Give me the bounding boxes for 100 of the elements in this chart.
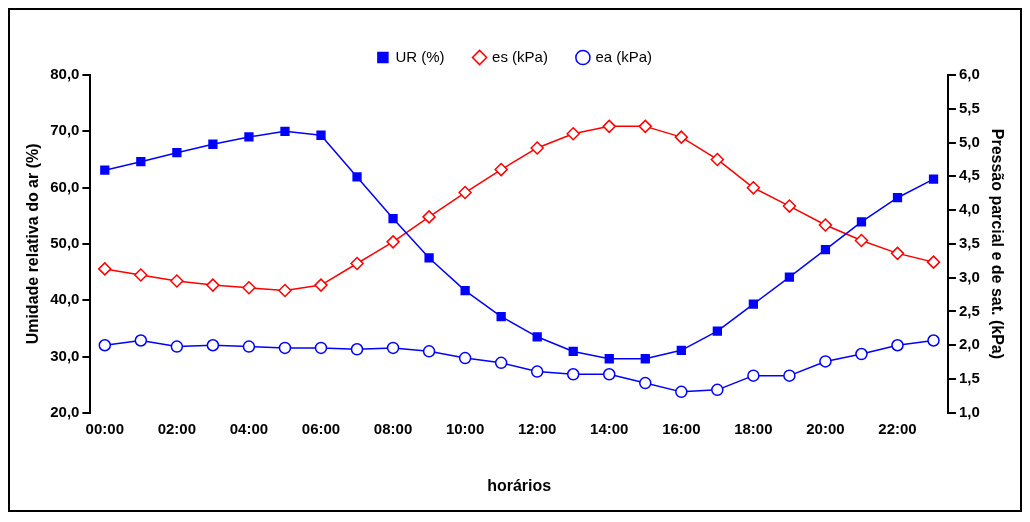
point (352, 172, 362, 182)
point (639, 376, 652, 390)
point (458, 185, 472, 200)
x-tick-label: 14:00 (590, 419, 629, 437)
y2-tick-label: 6,0 (958, 65, 980, 83)
x-tick-label: 10:00 (445, 419, 485, 437)
point (458, 351, 472, 365)
point (892, 193, 903, 203)
point (280, 126, 290, 136)
point (530, 141, 544, 155)
y-tick-label: 60,0 (50, 177, 80, 195)
point (710, 152, 725, 167)
point (242, 340, 256, 353)
y2-tick-label: 4,0 (958, 200, 980, 218)
point (604, 354, 614, 364)
point (602, 119, 616, 134)
point (134, 268, 148, 282)
point (496, 311, 506, 322)
point (460, 285, 470, 296)
point (711, 383, 724, 397)
y2-tick-label: 5,5 (958, 98, 980, 116)
y-tick-label: 20,0 (50, 402, 80, 420)
y2-tick-label: 2,5 (958, 301, 980, 319)
point (314, 278, 328, 292)
point (208, 139, 218, 149)
x-tick-label: 00:00 (85, 419, 124, 437)
y-tick-label: 50,0 (50, 234, 80, 252)
y2-tick-label: 2,0 (958, 335, 980, 353)
x-tick-label: 02:00 (157, 419, 197, 437)
point (98, 262, 112, 276)
point (386, 235, 400, 249)
y-axis-title: Umidade relativa do ar (%) (24, 143, 42, 345)
point (640, 354, 650, 364)
point (494, 356, 508, 370)
point (819, 355, 832, 368)
point (422, 210, 436, 224)
point (890, 246, 905, 261)
point (494, 162, 508, 177)
point (350, 256, 364, 271)
point (388, 213, 398, 224)
point (532, 332, 542, 342)
point (422, 345, 436, 358)
point (316, 130, 326, 140)
point (242, 281, 256, 295)
point (568, 346, 578, 357)
point (314, 341, 328, 355)
x-axis-title: horários (487, 476, 552, 494)
x-tick-label: 08:00 (373, 419, 413, 437)
point (566, 127, 580, 141)
point (350, 343, 364, 356)
y-tick-label: 30,0 (50, 346, 80, 364)
point (530, 365, 544, 378)
point (136, 157, 146, 167)
point (675, 385, 688, 399)
y-tick-label: 70,0 (50, 121, 80, 139)
point (674, 130, 689, 144)
point (818, 218, 833, 232)
x-tick-label: 12:00 (518, 419, 557, 437)
point (278, 283, 292, 298)
point (170, 274, 184, 288)
y2-tick-label: 3,0 (958, 267, 980, 285)
point (747, 369, 760, 382)
y2-tick-label: 4,5 (958, 166, 980, 184)
point (638, 119, 653, 134)
point (712, 326, 722, 336)
y2-tick-label: 5,0 (958, 132, 980, 150)
point (603, 368, 616, 381)
point (244, 132, 254, 142)
y-tick-label: 80,0 (50, 65, 80, 83)
point (98, 338, 112, 352)
point (854, 233, 869, 248)
y2-tick-label: 3,5 (958, 234, 980, 252)
point (784, 272, 795, 282)
point (386, 341, 400, 355)
legend-label: ea (kPa) (595, 47, 653, 65)
point (891, 338, 904, 352)
x-tick-label: 22:00 (878, 419, 917, 437)
point (783, 369, 796, 382)
y2-tick-label: 1,5 (958, 369, 980, 387)
point (170, 340, 184, 353)
point (746, 181, 761, 195)
x-tick-label: 06:00 (301, 419, 341, 437)
legend-label: UR (%) (395, 47, 445, 65)
point (926, 255, 941, 269)
y2-tick-label: 1,0 (958, 402, 980, 420)
point (278, 341, 292, 355)
y2-axis-title: Pressão parcial e de sat. (kPa) (988, 128, 1006, 360)
point (172, 148, 182, 158)
point (134, 334, 148, 347)
point (782, 199, 797, 213)
point (820, 244, 831, 255)
point (424, 253, 434, 263)
point (856, 217, 867, 227)
x-tick-label: 16:00 (662, 419, 701, 437)
point (100, 165, 110, 175)
point (206, 278, 220, 292)
legend-label: es (kPa) (492, 47, 548, 65)
point (206, 338, 220, 352)
point (928, 174, 939, 184)
point (855, 347, 868, 361)
